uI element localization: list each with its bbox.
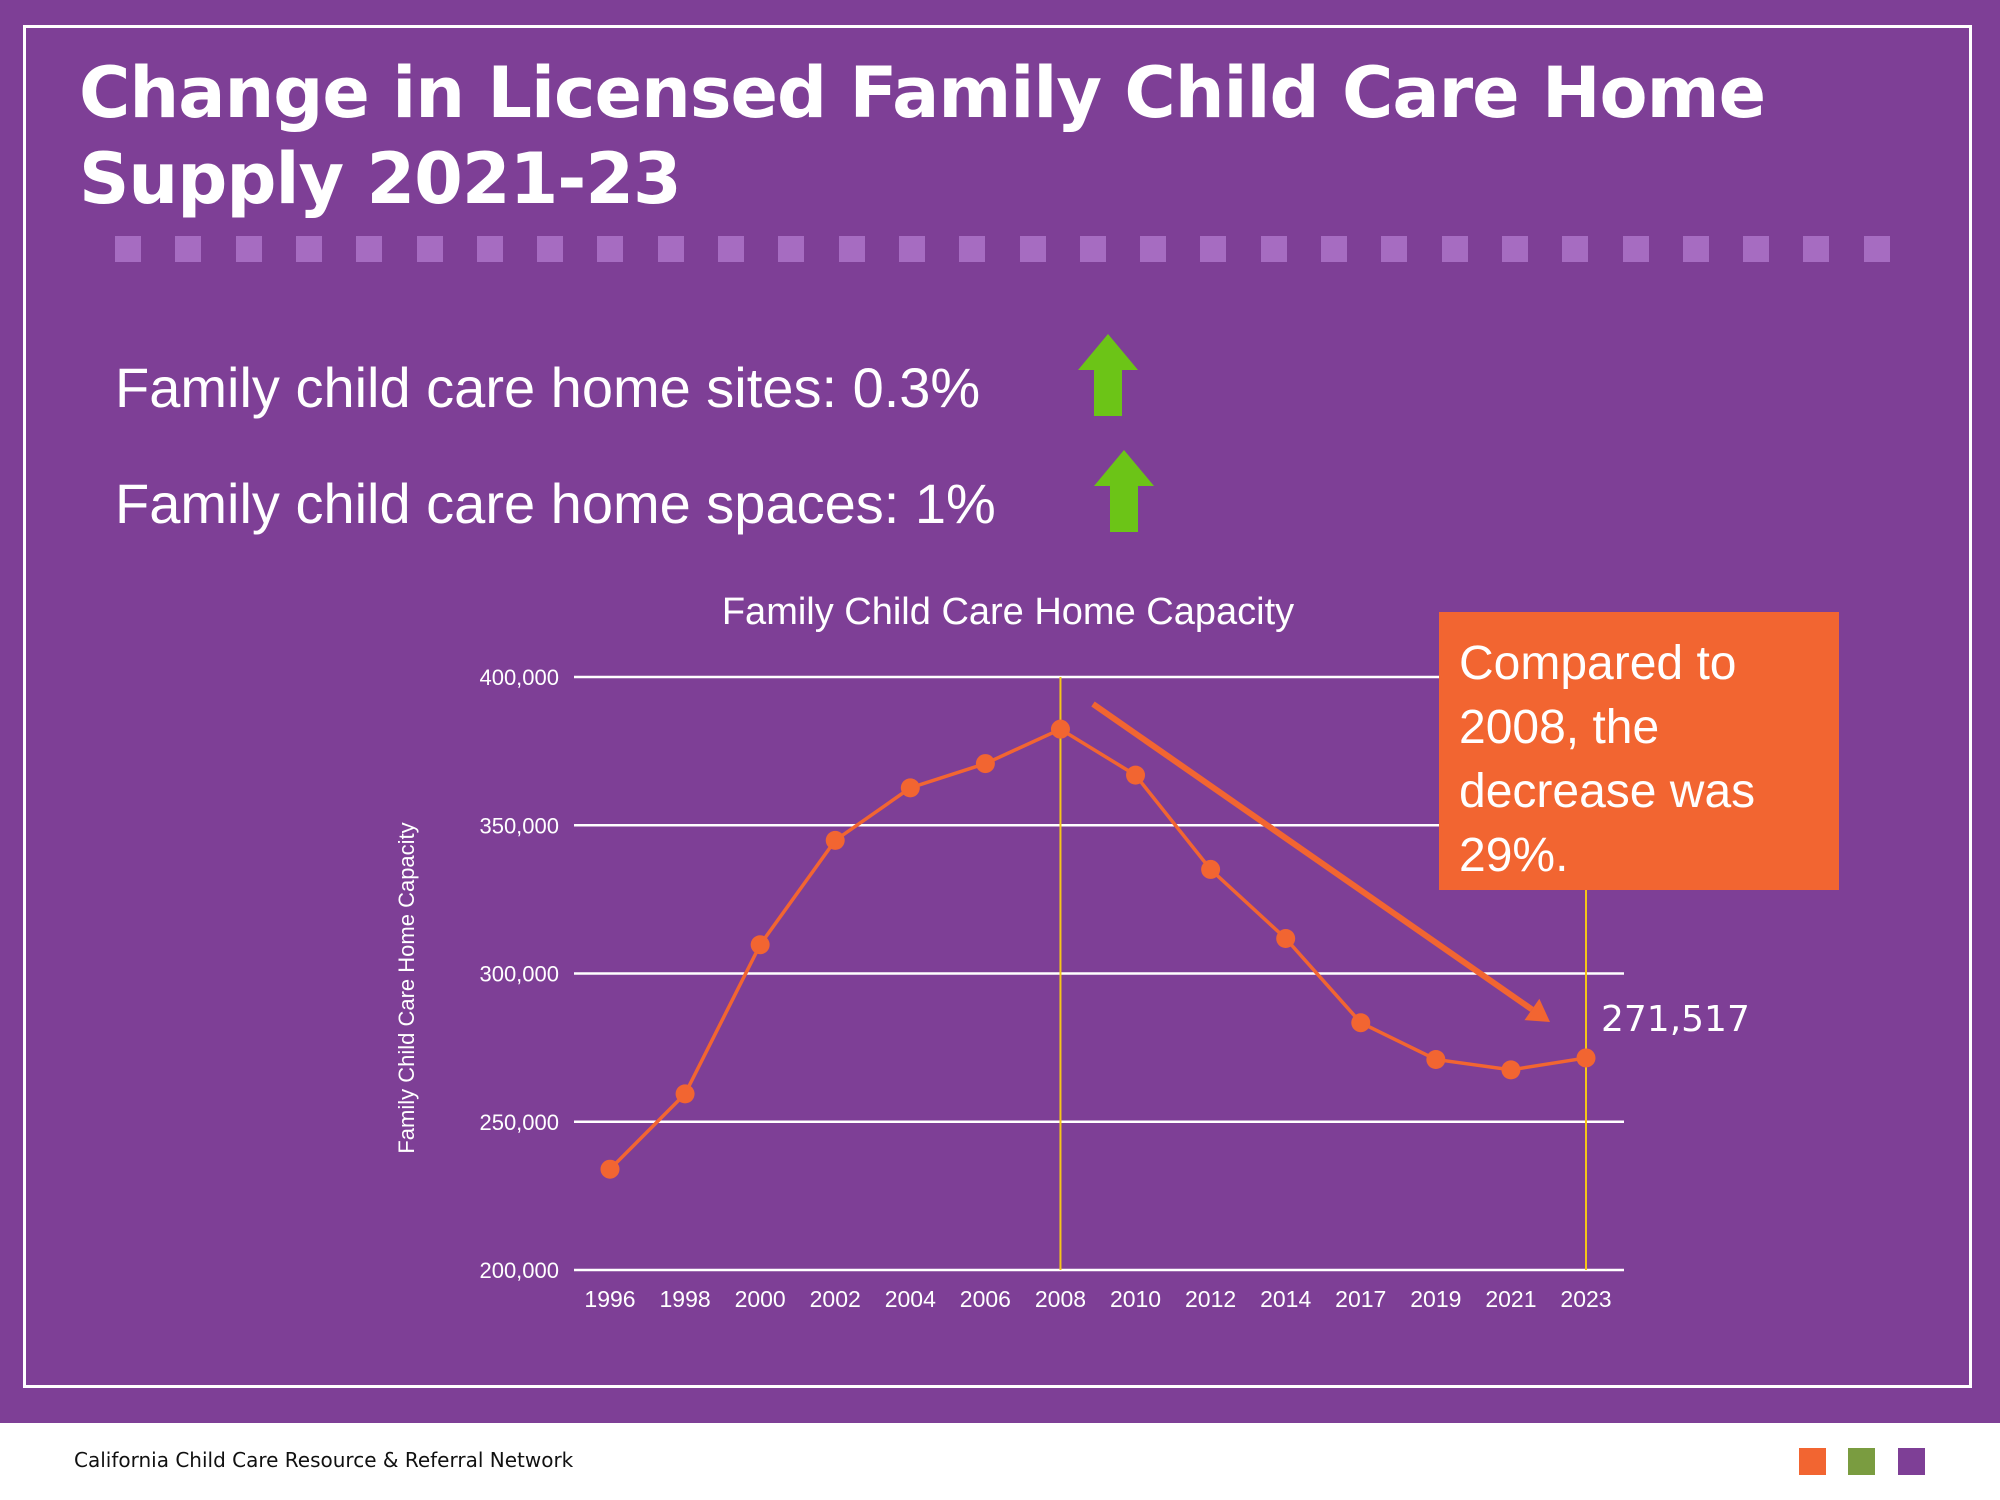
separator-square <box>1562 236 1589 262</box>
trend-arrow-shaft <box>1091 701 1534 1012</box>
separator-square <box>295 236 322 262</box>
x-tick-label: 2004 <box>885 1286 936 1312</box>
callout-box: Compared to 2008, the decrease was 29%. <box>1439 612 1839 890</box>
x-tick-label: 2021 <box>1485 1286 1536 1312</box>
separator-square <box>778 236 805 262</box>
x-tick-label: 2002 <box>810 1286 861 1312</box>
data-point <box>900 778 920 798</box>
separator-square <box>115 236 141 262</box>
separator-square <box>959 236 986 262</box>
separator-square <box>1622 236 1649 262</box>
separator-square <box>1079 236 1106 262</box>
latest-value-label: 271,517 <box>1601 999 1750 1040</box>
data-point <box>1501 1060 1521 1080</box>
data-point <box>750 935 770 955</box>
x-tick-label: 2023 <box>1560 1286 1611 1312</box>
trend-arrow <box>1091 701 1550 1022</box>
brand-square-purple <box>1898 1448 1925 1475</box>
up-arrow-icon <box>1094 450 1154 532</box>
slide-background: Change in Licensed Family Child Care Hom… <box>0 0 2000 1423</box>
separator-square <box>235 236 262 262</box>
y-tick-label: 250,000 <box>479 1110 559 1135</box>
y-axis-title: Family Child Care Home Capacity <box>394 822 419 1153</box>
separator-square <box>356 236 383 262</box>
separator-square <box>1863 236 1890 262</box>
y-tick-label: 300,000 <box>479 962 559 987</box>
x-tick-label: 2014 <box>1260 1286 1311 1312</box>
capacity-line-chart: Family Child Care Home Capacity Family C… <box>394 591 1624 1312</box>
x-tick-label: 1998 <box>659 1286 710 1312</box>
data-point <box>600 1159 620 1179</box>
x-tick-label: 2000 <box>735 1286 786 1312</box>
data-point <box>825 830 845 850</box>
footer-organization: California Child Care Resource & Referra… <box>74 1448 574 1472</box>
stat-sites: Family child care home sites: 0.3% <box>115 356 981 419</box>
separator-square <box>1019 236 1046 262</box>
separator-square <box>1381 236 1408 262</box>
data-point <box>1126 765 1146 785</box>
series-path <box>608 727 1587 1171</box>
separator-square <box>1321 236 1347 262</box>
separator-square <box>175 236 202 262</box>
data-point <box>1351 1013 1371 1033</box>
x-tick-label: 2010 <box>1110 1286 1161 1312</box>
separator-square <box>1682 236 1709 262</box>
y-tick-label: 200,000 <box>479 1258 559 1283</box>
x-tick-label: 2019 <box>1410 1286 1461 1312</box>
data-point <box>1201 859 1221 879</box>
chart-title: Family Child Care Home Capacity <box>722 591 1294 633</box>
separator-square <box>1140 236 1167 262</box>
separator-square <box>898 236 925 262</box>
separator-square <box>1200 236 1227 262</box>
separator-square <box>838 236 865 262</box>
separator-square <box>1441 236 1468 262</box>
axis-ticks: 200,000 250,000 300,000 350,000 400,000 1996 1… <box>479 665 1611 1312</box>
separator-square <box>1743 236 1770 262</box>
separator-square <box>1260 236 1287 262</box>
data-point <box>1576 1048 1596 1068</box>
x-tick-label: 1996 <box>584 1286 635 1312</box>
slide-frame <box>23 25 1972 1388</box>
separator-square <box>1803 236 1830 262</box>
separator-square <box>657 236 684 262</box>
x-tick-label: 2006 <box>960 1286 1011 1312</box>
data-point <box>1426 1049 1446 1069</box>
data-point <box>975 754 995 774</box>
brand-square-orange <box>1799 1448 1826 1475</box>
stat-spaces: Family child care home spaces: 1% <box>115 472 996 535</box>
separator-square <box>476 236 503 262</box>
x-tick-label: 2017 <box>1335 1286 1386 1312</box>
separator-square <box>416 236 443 262</box>
dotted-separator <box>115 236 1895 262</box>
x-tick-label: 2012 <box>1185 1286 1236 1312</box>
separator-square <box>1501 236 1528 262</box>
y-tick-label: 400,000 <box>479 665 559 690</box>
trend-arrow-head <box>1524 998 1550 1022</box>
data-point <box>675 1084 695 1104</box>
slide-title: Change in Licensed Family Child Care Hom… <box>79 52 1766 220</box>
separator-square <box>718 236 744 262</box>
separator-square <box>537 236 564 262</box>
x-tick-label: 2008 <box>1035 1286 1086 1312</box>
separator-square <box>597 236 624 262</box>
up-arrow-icon <box>1078 334 1138 416</box>
series-line <box>600 719 1596 1179</box>
data-point <box>1050 719 1070 739</box>
brand-square-green <box>1848 1448 1875 1475</box>
y-tick-label: 350,000 <box>479 813 559 838</box>
data-point <box>1276 929 1296 949</box>
